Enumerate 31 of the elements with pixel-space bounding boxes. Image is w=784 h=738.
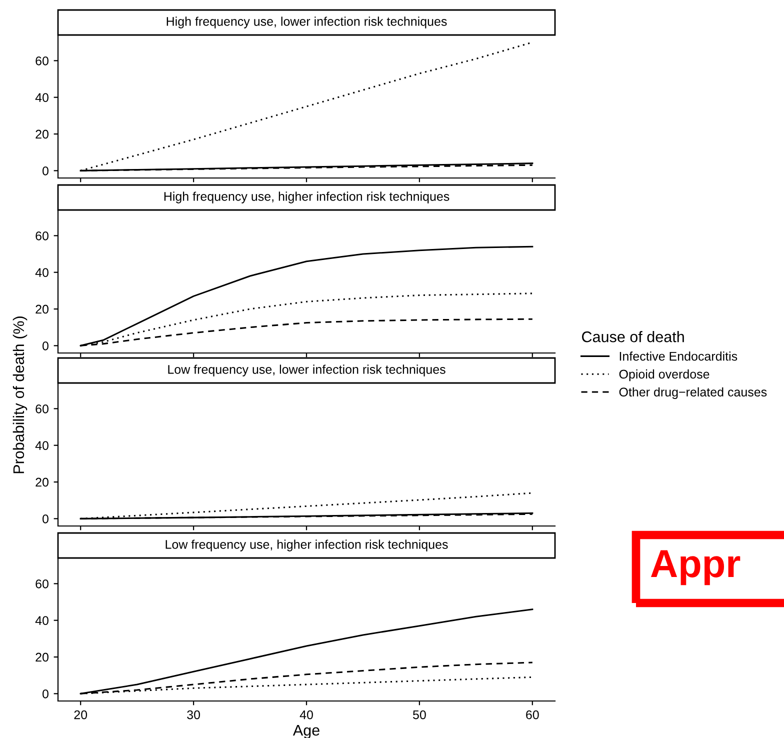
y-tick-label: 0 [42, 514, 48, 524]
y-tick-label: 20 [36, 652, 48, 662]
x-tick-label: 20 [74, 710, 88, 720]
y-tick-label: 40 [35, 616, 48, 625]
text: Appr [650, 550, 740, 586]
chart-title: Low frequency use, lower infection risk techniques [168, 364, 446, 376]
y-tick-label: 60 [36, 579, 48, 588]
y-tick-label: 0 [42, 166, 48, 176]
x-tick-label: 40 [300, 710, 313, 720]
legend-label: Other drug−related causes [619, 387, 767, 399]
legend-title: Cause of death [582, 331, 684, 342]
legend-label: Opioid overdose [619, 369, 710, 382]
chart-title: High frequency use, higher infection risk techniques [164, 192, 450, 204]
y-tick-label: 0 [42, 689, 48, 698]
y-tick-label: 60 [36, 404, 48, 414]
y-tick-label: 60 [36, 231, 48, 240]
legend-label: Infective Endocarditis [620, 352, 738, 361]
chart-title: High frequency use, lower infection risk techniques [166, 16, 447, 28]
x-tick-label: 60 [526, 710, 539, 720]
y-tick-label: 40 [35, 268, 48, 277]
y-tick-label: 20 [36, 304, 48, 314]
y-tick-label: 20 [36, 478, 48, 487]
x-tick-label: 30 [187, 710, 200, 720]
x-tick-label: 50 [413, 710, 426, 720]
y-tick-label: 0 [42, 341, 48, 350]
y-tick-label: 40 [35, 93, 48, 102]
chart-title: Low frequency use, higher infection risk techniques [166, 540, 448, 552]
y-tick-label: 20 [36, 130, 48, 139]
y-axis-title: Probability of death (%) [12, 316, 28, 474]
y-tick-label: 40 [35, 441, 48, 450]
y-tick-label: 60 [36, 56, 48, 66]
